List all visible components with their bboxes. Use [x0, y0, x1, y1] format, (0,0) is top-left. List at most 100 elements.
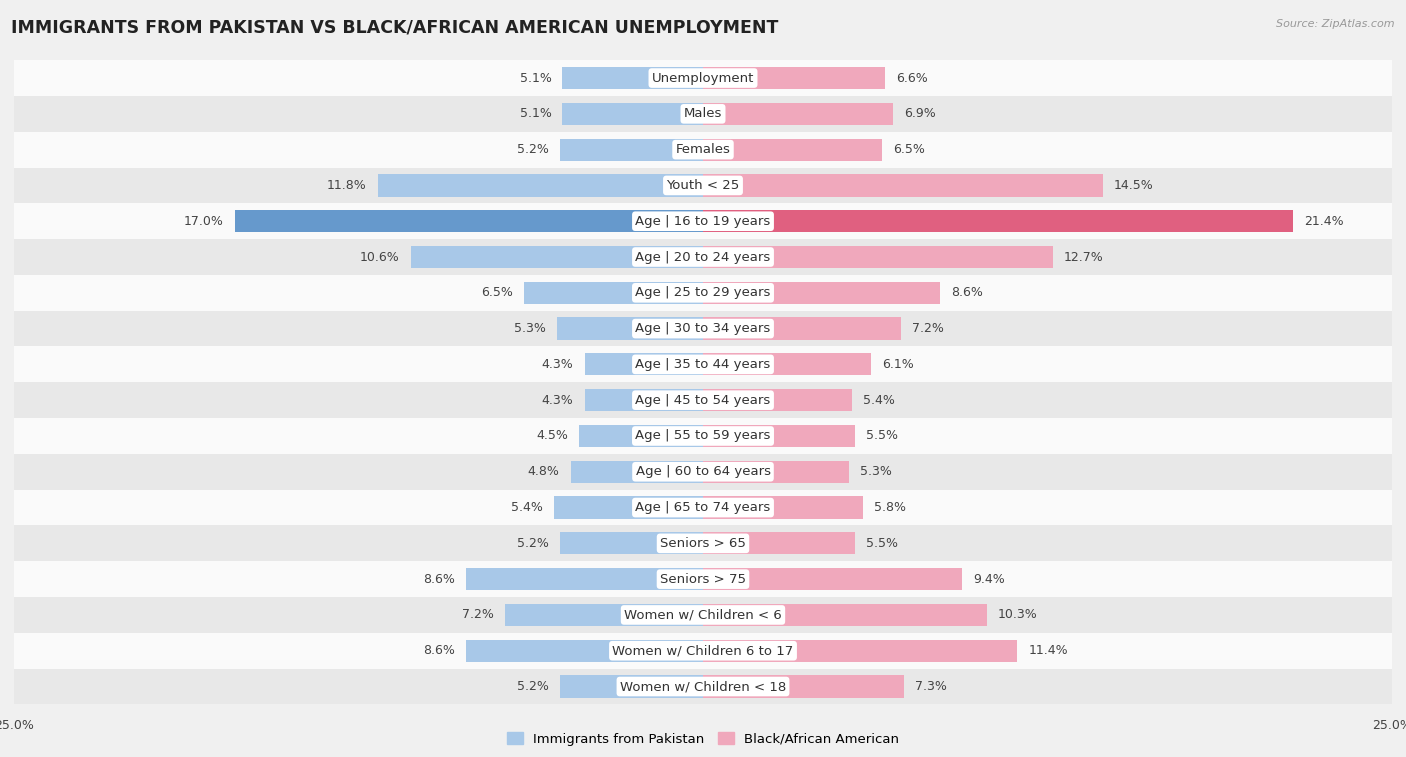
Text: Source: ZipAtlas.com: Source: ZipAtlas.com	[1277, 19, 1395, 29]
Text: 5.8%: 5.8%	[875, 501, 905, 514]
Bar	[14, 418, 1392, 454]
Text: Age | 55 to 59 years: Age | 55 to 59 years	[636, 429, 770, 443]
Bar	[378, 174, 703, 197]
Bar	[560, 139, 703, 160]
Text: Age | 35 to 44 years: Age | 35 to 44 years	[636, 358, 770, 371]
Bar	[14, 633, 1392, 668]
Bar	[14, 239, 1392, 275]
Bar	[585, 389, 703, 411]
Text: 9.4%: 9.4%	[973, 572, 1005, 586]
Text: 5.3%: 5.3%	[515, 322, 546, 335]
Bar	[562, 103, 703, 125]
Text: 17.0%: 17.0%	[184, 215, 224, 228]
Bar	[14, 668, 1392, 705]
Bar	[14, 167, 1392, 204]
Bar	[14, 204, 1392, 239]
Text: 5.5%: 5.5%	[866, 429, 897, 443]
Text: Women w/ Children < 18: Women w/ Children < 18	[620, 680, 786, 693]
Text: 5.2%: 5.2%	[517, 537, 548, 550]
Text: Females: Females	[675, 143, 731, 156]
Bar	[14, 132, 1392, 167]
Bar	[703, 604, 987, 626]
Text: 21.4%: 21.4%	[1303, 215, 1343, 228]
Text: Age | 65 to 74 years: Age | 65 to 74 years	[636, 501, 770, 514]
Text: Age | 45 to 54 years: Age | 45 to 54 years	[636, 394, 770, 407]
Bar	[703, 640, 1017, 662]
Bar	[14, 490, 1392, 525]
Text: 5.1%: 5.1%	[520, 107, 551, 120]
Text: 4.3%: 4.3%	[541, 394, 574, 407]
Text: 10.3%: 10.3%	[998, 609, 1038, 621]
Bar	[703, 67, 884, 89]
Text: 6.9%: 6.9%	[904, 107, 936, 120]
Text: 11.8%: 11.8%	[328, 179, 367, 192]
Text: 5.2%: 5.2%	[517, 143, 548, 156]
Text: Seniors > 65: Seniors > 65	[659, 537, 747, 550]
Text: Age | 16 to 19 years: Age | 16 to 19 years	[636, 215, 770, 228]
Bar	[505, 604, 703, 626]
Bar	[703, 139, 882, 160]
Text: 5.5%: 5.5%	[866, 537, 897, 550]
Bar	[579, 425, 703, 447]
Bar	[703, 461, 849, 483]
Text: 12.7%: 12.7%	[1064, 251, 1104, 263]
Text: 6.5%: 6.5%	[893, 143, 925, 156]
Text: Age | 60 to 64 years: Age | 60 to 64 years	[636, 466, 770, 478]
Bar	[14, 347, 1392, 382]
Bar	[560, 532, 703, 554]
Text: 7.2%: 7.2%	[912, 322, 945, 335]
Bar	[703, 425, 855, 447]
Text: 11.4%: 11.4%	[1028, 644, 1067, 657]
Text: 10.6%: 10.6%	[360, 251, 399, 263]
Bar	[554, 497, 703, 519]
Bar	[703, 389, 852, 411]
Text: 8.6%: 8.6%	[423, 572, 456, 586]
Text: 5.3%: 5.3%	[860, 466, 891, 478]
Bar	[14, 454, 1392, 490]
Text: 8.6%: 8.6%	[423, 644, 456, 657]
Bar	[524, 282, 703, 304]
Bar	[14, 60, 1392, 96]
Bar	[703, 532, 855, 554]
Text: 7.2%: 7.2%	[461, 609, 494, 621]
Text: Women w/ Children 6 to 17: Women w/ Children 6 to 17	[613, 644, 793, 657]
Bar	[235, 210, 703, 232]
Text: 14.5%: 14.5%	[1114, 179, 1153, 192]
Bar	[562, 67, 703, 89]
Text: IMMIGRANTS FROM PAKISTAN VS BLACK/AFRICAN AMERICAN UNEMPLOYMENT: IMMIGRANTS FROM PAKISTAN VS BLACK/AFRICA…	[11, 19, 779, 37]
Bar	[14, 310, 1392, 347]
Legend: Immigrants from Pakistan, Black/African American: Immigrants from Pakistan, Black/African …	[502, 727, 904, 751]
Text: Males: Males	[683, 107, 723, 120]
Text: Age | 25 to 29 years: Age | 25 to 29 years	[636, 286, 770, 299]
Text: Unemployment: Unemployment	[652, 72, 754, 85]
Text: 6.6%: 6.6%	[896, 72, 928, 85]
Bar	[703, 497, 863, 519]
Bar	[465, 640, 703, 662]
Bar	[14, 597, 1392, 633]
Text: Women w/ Children < 6: Women w/ Children < 6	[624, 609, 782, 621]
Bar	[703, 174, 1102, 197]
Bar	[703, 210, 1292, 232]
Text: Youth < 25: Youth < 25	[666, 179, 740, 192]
Text: 5.4%: 5.4%	[863, 394, 894, 407]
Bar	[14, 525, 1392, 561]
Text: 5.1%: 5.1%	[520, 72, 551, 85]
Text: Seniors > 75: Seniors > 75	[659, 572, 747, 586]
Bar	[14, 96, 1392, 132]
Bar	[703, 103, 893, 125]
Bar	[703, 354, 872, 375]
Bar	[14, 275, 1392, 310]
Bar	[703, 568, 962, 590]
Text: 8.6%: 8.6%	[950, 286, 983, 299]
Bar	[571, 461, 703, 483]
Text: 6.1%: 6.1%	[882, 358, 914, 371]
Bar	[703, 246, 1053, 268]
Bar	[14, 382, 1392, 418]
Text: 4.8%: 4.8%	[527, 466, 560, 478]
Bar	[465, 568, 703, 590]
Text: 5.2%: 5.2%	[517, 680, 548, 693]
Bar	[703, 317, 901, 340]
Bar	[411, 246, 703, 268]
Bar	[585, 354, 703, 375]
Text: Age | 20 to 24 years: Age | 20 to 24 years	[636, 251, 770, 263]
